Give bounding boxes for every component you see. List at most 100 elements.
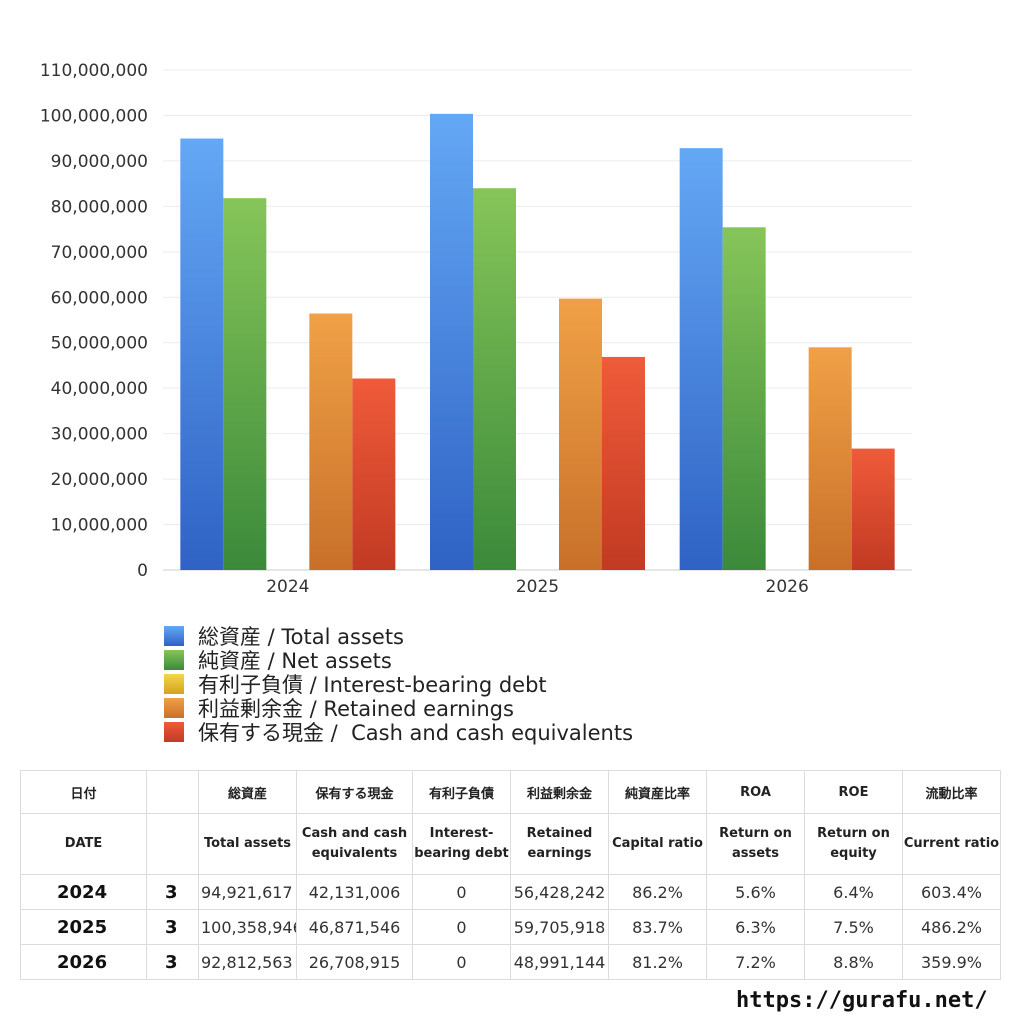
th-date-jp: 日付 [20, 770, 147, 814]
y-tick-label: 10,000,000 [51, 516, 148, 536]
bar-2024-series-1 [223, 198, 267, 570]
cell-year: 2025 [20, 909, 147, 945]
th-current-ratio-jp: 流動比率 [902, 770, 1001, 814]
financial-table: 日付 総資産 保有する現金 有利子負債 利益剰余金 純資産比率 ROA ROE … [20, 770, 1001, 980]
cell-year: 2026 [20, 944, 147, 980]
legend-swatch-cash [164, 722, 184, 742]
cell-roe: 8.8% [804, 944, 903, 980]
cell-debt: 0 [412, 874, 511, 910]
bar-2024-series-4 [352, 378, 396, 570]
legend-item-total-assets: 総資産 / Total assets [164, 624, 633, 649]
th-roe-jp: ROE [804, 770, 903, 814]
x-tick-label: 2025 [516, 577, 559, 597]
legend-label-total-assets: 総資産 / Total assets [198, 625, 404, 649]
cell-total-assets: 94,921,617 [198, 874, 297, 910]
cell-current-ratio: 603.4% [902, 874, 1001, 910]
cell-capital-ratio: 86.2% [608, 874, 707, 910]
cell-total-assets: 100,358,946 [198, 909, 297, 945]
cell-capital-ratio: 81.2% [608, 944, 707, 980]
bar-2026-series-4 [851, 448, 895, 570]
th-cash-jp: 保有する現金 [296, 770, 413, 814]
table-row: 2026 3 92,812,563 26,708,915 0 48,991,14… [20, 944, 1001, 980]
cell-roe: 7.5% [804, 909, 903, 945]
bars [180, 113, 895, 571]
cell-roe: 6.4% [804, 874, 903, 910]
bar-2026-series-1 [722, 227, 766, 571]
th-roa-en: Return on assets [706, 813, 805, 875]
legend-item-cash: 保有する現金 / Cash and cash equivalents [164, 720, 634, 745]
cell-retained: 59,705,918 [510, 909, 609, 945]
y-tick-label: 0 [137, 561, 148, 581]
th-retained-jp: 利益剰余金 [510, 770, 609, 814]
cell-roa: 5.6% [706, 874, 805, 910]
site-url[interactable]: https://gurafu.net/ [736, 988, 988, 1013]
y-tick-label: 70,000,000 [51, 243, 148, 263]
legend-label-cash: 保有する現金 / Cash and cash equivalents [198, 721, 634, 745]
y-tick-label: 110,000,000 [40, 61, 148, 81]
x-tick-label: 2024 [266, 577, 309, 597]
legend-swatch-interest-bearing-debt [164, 674, 184, 694]
cell-retained: 56,428,242 [510, 874, 609, 910]
legend-item-net-assets: 純資産 / Net assets [164, 648, 633, 673]
legend-label-net-assets: 純資産 / Net assets [198, 649, 392, 673]
y-tick-label: 30,000,000 [51, 425, 148, 445]
bar-2026-series-0 [679, 148, 723, 571]
cell-cash: 46,871,546 [296, 909, 413, 945]
y-tick-label: 50,000,000 [51, 334, 148, 354]
legend-item-interest-bearing-debt: 有利子負債 / Interest-bearing debt [164, 672, 633, 697]
y-tick-label: 60,000,000 [51, 288, 148, 308]
th-retained-en: Retained earnings [510, 813, 609, 875]
cell-roa: 7.2% [706, 944, 805, 980]
th-cash-en: Cash and cash equivalents [296, 813, 413, 875]
cell-current-ratio: 359.9% [902, 944, 1001, 980]
x-tick-label: 2026 [766, 577, 809, 597]
legend-swatch-retained-earnings [164, 698, 184, 718]
th-roe-en: Return on equity [804, 813, 903, 875]
y-tick-label: 20,000,000 [51, 470, 148, 490]
th-roa-jp: ROA [706, 770, 805, 814]
legend-item-retained-earnings: 利益剰余金 / Retained earnings [164, 696, 633, 721]
cell-year: 2024 [20, 874, 147, 910]
grid-lines [163, 69, 912, 571]
table-row: 2025 3 100,358,946 46,871,546 0 59,705,9… [20, 909, 1001, 945]
legend-swatch-total-assets [164, 626, 184, 646]
legend-label-interest-bearing-debt: 有利子負債 / Interest-bearing debt [198, 673, 547, 697]
table-header-en: DATE Total assets Cash and cash equivale… [20, 813, 1001, 875]
th-month-en [146, 813, 199, 875]
y-tick-label: 40,000,000 [51, 379, 148, 399]
bar-2025-series-3 [559, 298, 602, 570]
th-date-en: DATE [20, 813, 147, 875]
y-tick-label: 90,000,000 [51, 152, 148, 172]
cell-month: 3 [146, 909, 199, 945]
cell-current-ratio: 486.2% [902, 909, 1001, 945]
th-capital-ratio-en: Capital ratio [608, 813, 707, 875]
bar-2024-series-0 [180, 138, 224, 571]
cell-total-assets: 92,812,563 [198, 944, 297, 980]
cell-retained: 48,991,144 [510, 944, 609, 980]
bar-2025-series-0 [430, 113, 473, 571]
table-header-jp: 日付 総資産 保有する現金 有利子負債 利益剰余金 純資産比率 ROA ROE … [20, 770, 1001, 814]
bar-chart: 0 10,000,000 20,000,000 30,000,000 40,000,00… [40, 61, 912, 597]
x-axis-ticks: 2024 2025 2026 [266, 577, 809, 597]
table-row: 2024 3 94,921,617 42,131,006 0 56,428,24… [20, 874, 1001, 910]
bar-2025-series-4 [602, 356, 645, 570]
bar-2026-series-3 [808, 347, 852, 570]
y-tick-label: 80,000,000 [51, 197, 148, 217]
legend: 総資産 / Total assets 純資産 / Net assets 有利子負… [164, 624, 634, 745]
legend-label-retained-earnings: 利益剰余金 / Retained earnings [198, 697, 514, 721]
legend-swatch-net-assets [164, 650, 184, 670]
bar-2025-series-1 [473, 188, 516, 570]
th-month-jp [146, 770, 199, 814]
cell-cash: 26,708,915 [296, 944, 413, 980]
cell-debt: 0 [412, 909, 511, 945]
bar-2024-series-3 [309, 313, 353, 570]
y-tick-label: 100,000,000 [40, 106, 148, 126]
th-current-ratio-en: Current ratio [902, 813, 1001, 875]
cell-capital-ratio: 83.7% [608, 909, 707, 945]
cell-month: 3 [146, 944, 199, 980]
th-debt-en: Interest-bearing debt [412, 813, 511, 875]
th-debt-jp: 有利子負債 [412, 770, 511, 814]
cell-cash: 42,131,006 [296, 874, 413, 910]
th-total-assets-jp: 総資産 [198, 770, 297, 814]
cell-month: 3 [146, 874, 199, 910]
